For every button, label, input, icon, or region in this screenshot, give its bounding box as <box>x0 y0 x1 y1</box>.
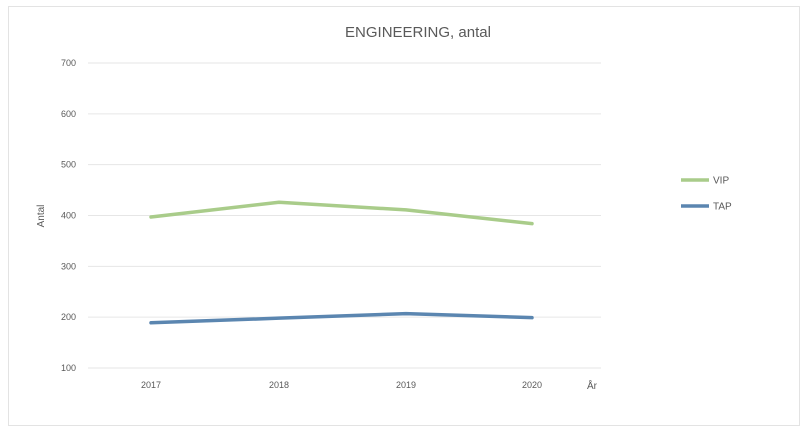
series-line-vip <box>149 200 534 226</box>
legend: VIP TAP <box>681 176 732 213</box>
y-tick-label: 100 <box>61 363 76 373</box>
y-tick-label: 300 <box>61 261 76 271</box>
data-point-vip <box>404 208 408 212</box>
x-tick-label: 2017 <box>141 380 161 390</box>
legend-label-tap: TAP <box>713 202 732 213</box>
x-tick-label: 2020 <box>522 380 542 390</box>
data-point-tap <box>530 316 534 319</box>
data-point-tap <box>277 316 281 320</box>
series-lines <box>149 200 534 325</box>
chart-title: ENGINEERING, antal <box>345 24 491 41</box>
data-point-vip <box>530 222 534 225</box>
data-point-vip <box>277 201 281 204</box>
legend-label-vip: VIP <box>713 176 729 187</box>
y-tick-labels: 100 200 300 400 500 600 700 <box>61 58 76 373</box>
x-tick-labels: 2017 2018 2019 2020 <box>141 380 542 390</box>
y-tick-label: 500 <box>61 160 76 170</box>
data-point-tap <box>149 321 153 324</box>
data-point-vip <box>149 215 153 219</box>
x-axis-label: År <box>587 379 598 392</box>
y-tick-label: 600 <box>61 109 76 119</box>
y-axis-label: Antal <box>36 205 47 228</box>
x-tick-label: 2018 <box>269 380 289 390</box>
y-tick-label: 200 <box>61 312 76 322</box>
x-tick-label: 2019 <box>396 380 416 390</box>
y-tick-label: 700 <box>61 58 76 68</box>
data-point-tap <box>404 312 408 315</box>
y-tick-label: 400 <box>61 211 76 221</box>
series-line-tap <box>149 311 534 325</box>
